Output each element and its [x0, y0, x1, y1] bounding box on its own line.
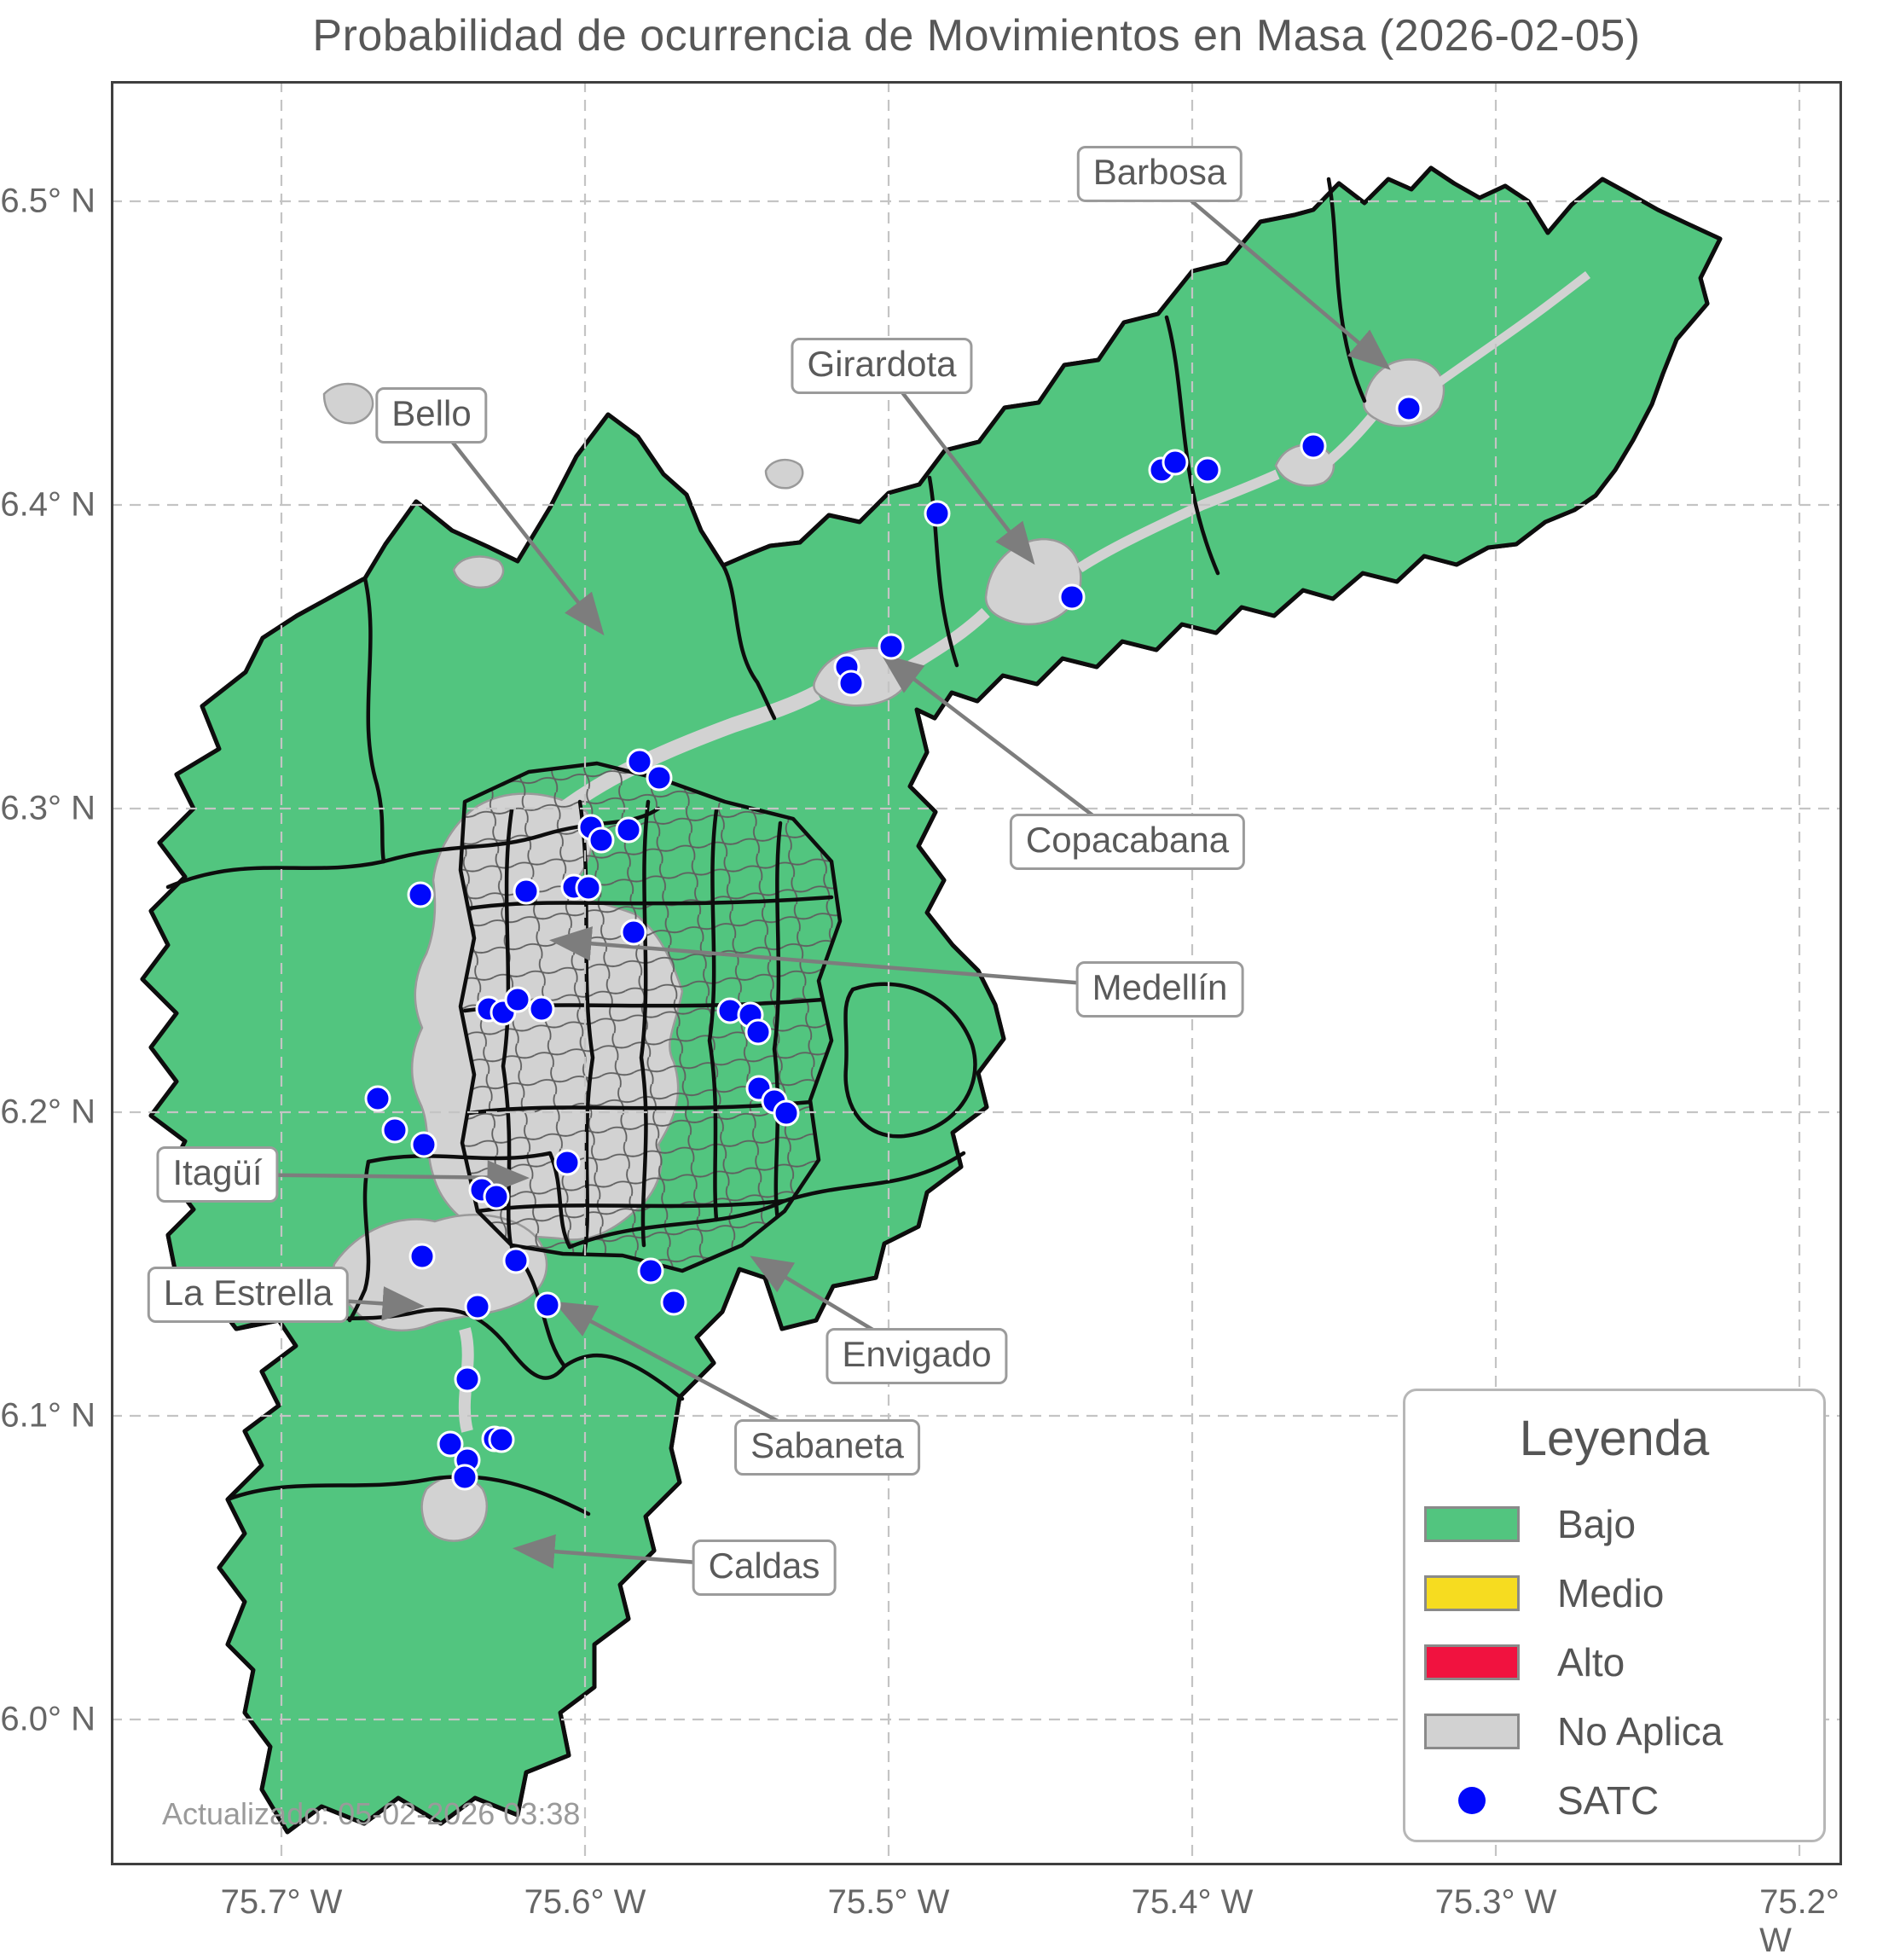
y-tick-label: 6.3° N	[0, 789, 96, 827]
legend-dot-icon	[1458, 1786, 1486, 1814]
satc-station-dot[interactable]	[488, 1426, 515, 1453]
satc-station-dot[interactable]	[615, 816, 642, 844]
municipality-label: Sabaneta	[734, 1419, 920, 1476]
satc-station-dot[interactable]	[660, 1289, 687, 1316]
satc-station-dot[interactable]	[410, 1131, 437, 1158]
satc-station-dot[interactable]	[451, 1464, 478, 1491]
legend-item-label: No Aplica	[1557, 1708, 1723, 1754]
satc-station-dot[interactable]	[464, 1293, 491, 1320]
satc-station-dot[interactable]	[744, 1018, 772, 1046]
y-tick-label: 6.5° N	[0, 182, 96, 220]
satc-station-dot[interactable]	[620, 919, 647, 946]
satc-station-dot[interactable]	[773, 1099, 800, 1127]
x-tick-label: 75.7° W	[220, 1883, 343, 1921]
satc-station-dot[interactable]	[454, 1366, 481, 1393]
municipality-label: Girardota	[791, 338, 973, 394]
updated-timestamp: Actualizado: 05-02-2026 03:38	[162, 1796, 581, 1831]
legend-item: Bajo	[1405, 1489, 1823, 1558]
legend-dot-wrap	[1424, 1786, 1520, 1814]
satc-station-dot[interactable]	[437, 1430, 464, 1458]
legend-item: Alto	[1405, 1627, 1823, 1696]
legend-swatch-icon	[1424, 1644, 1520, 1680]
x-tick-label: 75.2° W	[1759, 1883, 1839, 1959]
satc-station-dot[interactable]	[553, 1149, 581, 1176]
satc-station-dot[interactable]	[575, 874, 602, 902]
annotation-arrow	[880, 364, 1035, 565]
annotation-arrow	[1158, 172, 1391, 370]
satc-station-dot[interactable]	[483, 1183, 510, 1210]
legend-title: Leyenda	[1519, 1411, 1710, 1466]
municipality-label: Barbosa	[1076, 146, 1243, 202]
x-tick-label: 75.3° W	[1434, 1883, 1557, 1921]
y-tick-label: 6.4° N	[0, 485, 96, 524]
satc-station-dot[interactable]	[381, 1116, 408, 1144]
satc-station-dot[interactable]	[1194, 456, 1221, 484]
legend-item-label: Alto	[1557, 1639, 1625, 1685]
legend-item-label: Medio	[1557, 1570, 1665, 1615]
x-tick-label: 75.5° W	[827, 1883, 950, 1921]
satc-station-dot[interactable]	[528, 995, 555, 1023]
satc-station-dot[interactable]	[837, 670, 865, 697]
satc-station-dot[interactable]	[626, 748, 653, 775]
figure-title: Probabilidad de ocurrencia de Movimiento…	[312, 11, 1641, 61]
satc-station-dot[interactable]	[1395, 395, 1422, 422]
legend-item-label: Bajo	[1557, 1501, 1637, 1546]
municipality-label: Envigado	[826, 1328, 1008, 1384]
municipality-borders	[165, 177, 1367, 1516]
municipality-label: Medellín	[1075, 961, 1244, 1018]
legend-swatch-icon	[1424, 1713, 1520, 1749]
satc-station-dot[interactable]	[924, 500, 951, 527]
legend-swatch-icon	[1424, 1574, 1520, 1611]
municipality-label: Copacabana	[1009, 814, 1246, 870]
satc-station-dot[interactable]	[407, 881, 434, 908]
satc-station-dot[interactable]	[1162, 449, 1189, 476]
y-tick-label: 6.0° N	[0, 1700, 96, 1738]
municipality-label: La Estrella	[147, 1267, 350, 1323]
x-tick-label: 75.6° W	[524, 1883, 646, 1921]
legend-swatch-icon	[1424, 1505, 1520, 1542]
satc-station-dot[interactable]	[637, 1257, 664, 1284]
y-tick-label: 6.2° N	[0, 1093, 96, 1131]
satc-station-dot[interactable]	[1058, 583, 1086, 611]
landmass-low-probability	[140, 165, 1723, 1835]
legend-item-label: SATC	[1557, 1777, 1660, 1823]
annotation-arrow	[430, 414, 605, 636]
satc-station-dot[interactable]	[878, 633, 905, 660]
legend-item: No Aplica	[1405, 1696, 1823, 1766]
satc-station-dot[interactable]	[534, 1291, 561, 1319]
legend: Leyenda Bajo Medio Alto No Aplica SATC	[1403, 1389, 1826, 1842]
satc-station-dot[interactable]	[364, 1085, 391, 1112]
satc-station-dot[interactable]	[646, 764, 673, 792]
annotation-arrow	[549, 926, 1161, 992]
y-tick-label: 6.1° N	[0, 1396, 96, 1435]
municipality-label: Caldas	[692, 1540, 837, 1596]
legend-item: Medio	[1405, 1558, 1823, 1627]
satc-station-dot[interactable]	[1300, 432, 1327, 460]
satc-station-dot[interactable]	[502, 1247, 530, 1274]
satc-station-dot[interactable]	[588, 826, 615, 854]
satc-station-dot[interactable]	[513, 878, 540, 905]
x-tick-label: 75.4° W	[1131, 1883, 1254, 1921]
legend-item: SATC	[1405, 1766, 1823, 1835]
annotation-arrow	[880, 653, 1129, 844]
municipality-label: Itagüí	[156, 1146, 279, 1203]
satc-station-dot[interactable]	[504, 986, 531, 1013]
municipality-label: Bello	[375, 387, 488, 444]
gridlines	[112, 82, 1839, 1863]
satc-station-dot[interactable]	[408, 1243, 436, 1270]
